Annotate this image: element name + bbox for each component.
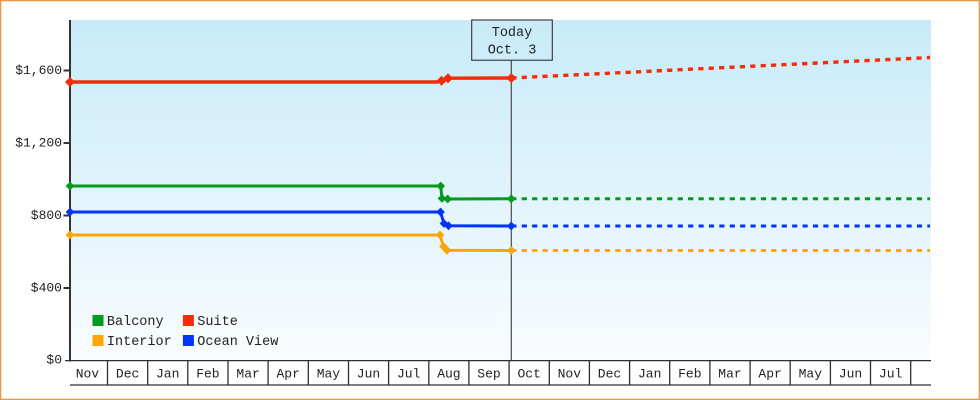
svg-text:Mar: Mar bbox=[236, 367, 259, 382]
svg-text:Jan: Jan bbox=[156, 367, 179, 382]
svg-text:Suite: Suite bbox=[197, 315, 238, 330]
svg-text:May: May bbox=[799, 367, 823, 382]
svg-text:Jun: Jun bbox=[839, 367, 862, 382]
svg-text:May: May bbox=[317, 367, 341, 382]
svg-text:Dec: Dec bbox=[116, 367, 139, 382]
svg-text:$400: $400 bbox=[31, 281, 62, 296]
svg-text:Nov: Nov bbox=[558, 367, 582, 382]
svg-text:Feb: Feb bbox=[196, 367, 219, 382]
svg-text:Ocean View: Ocean View bbox=[197, 335, 278, 350]
svg-text:Balcony: Balcony bbox=[107, 315, 164, 330]
svg-text:Mar: Mar bbox=[718, 367, 741, 382]
svg-text:Sep: Sep bbox=[477, 367, 500, 382]
svg-text:Jul: Jul bbox=[397, 367, 421, 382]
svg-text:$800: $800 bbox=[31, 208, 62, 223]
svg-text:Jan: Jan bbox=[638, 367, 661, 382]
svg-text:Feb: Feb bbox=[678, 367, 701, 382]
svg-text:Jul: Jul bbox=[879, 367, 903, 382]
svg-text:Today: Today bbox=[492, 26, 533, 41]
svg-text:Oct: Oct bbox=[517, 367, 540, 382]
svg-text:Jun: Jun bbox=[357, 367, 380, 382]
svg-text:Aug: Aug bbox=[437, 367, 460, 382]
svg-text:$1,600: $1,600 bbox=[15, 63, 62, 78]
svg-text:Interior: Interior bbox=[107, 335, 172, 350]
svg-text:Dec: Dec bbox=[598, 367, 621, 382]
svg-text:Apr: Apr bbox=[758, 367, 781, 382]
svg-text:$0: $0 bbox=[46, 353, 62, 368]
svg-text:Nov: Nov bbox=[76, 367, 100, 382]
svg-text:Apr: Apr bbox=[276, 367, 299, 382]
svg-text:$1,200: $1,200 bbox=[15, 136, 62, 151]
svg-text:Oct. 3: Oct. 3 bbox=[488, 44, 537, 59]
